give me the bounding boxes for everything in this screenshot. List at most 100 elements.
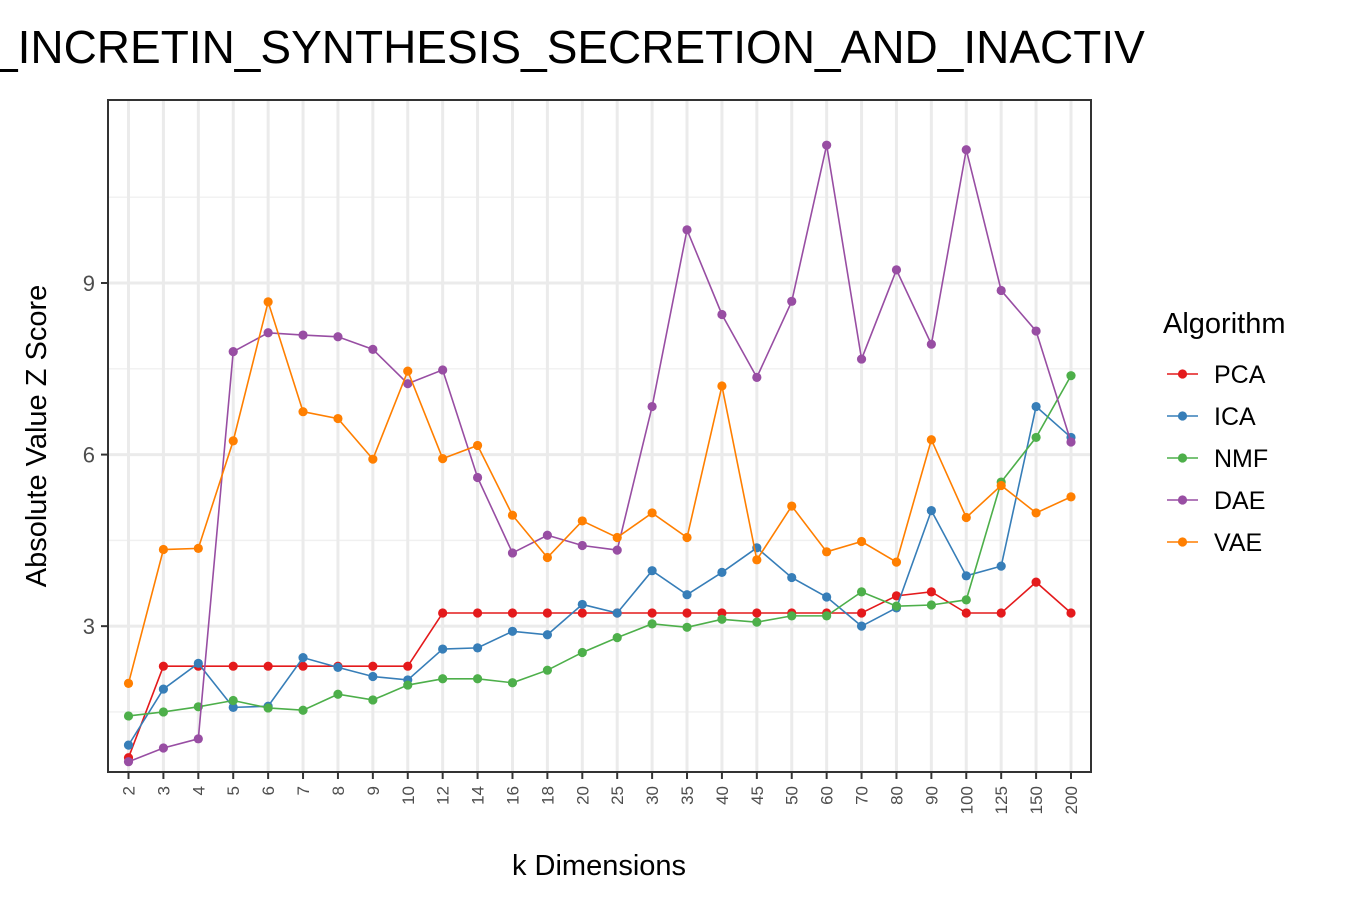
data-point-nmf [822,611,832,621]
data-point-ica [333,662,343,672]
x-axis-title: k Dimensions [512,850,686,882]
data-point-ica [612,608,622,618]
data-point-nmf [647,619,657,629]
data-point-vae [682,532,692,543]
data-point-nmf [403,680,413,690]
x-tick-label: 45 [748,786,767,805]
series-line-pca [127,581,1072,758]
chart-title: _INCRETIN_SYNTHESIS_SECRETION_AND_INACTI… [0,21,1145,73]
data-point-vae [717,381,727,391]
legend-point-vae [1177,537,1188,547]
data-point-pca [368,661,378,671]
data-point-nmf [856,587,867,597]
data-point-nmf [961,595,971,605]
data-point-pca [891,591,902,601]
data-point-ica [542,630,552,640]
data-point-dae [717,309,727,320]
legend-item-dae: DAE [1167,487,1265,515]
data-point-dae [228,347,238,357]
data-point-dae [926,339,936,349]
data-point-vae [368,454,378,464]
data-point-pca [158,661,169,671]
legend-item-vae: VAE [1167,529,1262,557]
data-point-dae [856,354,867,364]
data-point-pca [996,608,1006,618]
data-point-ica [1031,401,1041,412]
data-point-vae [403,366,413,376]
data-point-nmf [787,611,797,621]
data-point-ica [228,702,238,712]
data-point-pca [647,608,657,618]
series-line-vae [127,298,1072,684]
data-point-nmf [542,665,552,675]
data-point-dae [298,330,308,340]
data-point-vae [961,512,971,523]
data-point-nmf [228,695,238,706]
data-point-nmf [507,678,518,688]
legend-label-dae: DAE [1214,487,1265,515]
data-point-dae [333,332,343,342]
legend-label-nmf: NMF [1214,445,1268,473]
data-point-ica [472,643,483,653]
data-point-vae [891,557,902,567]
legend-point-pca [1177,369,1188,379]
x-tick-label: 3 [154,786,173,795]
x-tick-label: 8 [329,786,348,795]
data-point-ica [961,571,971,581]
legend-label-ica: ICA [1214,403,1256,431]
data-point-dae [577,540,587,551]
data-point-dae [263,328,273,338]
series-dae [123,140,1076,767]
x-tick-label: 70 [853,786,872,805]
legend-item-nmf: NMF [1167,445,1268,473]
grid [108,100,1091,772]
data-point-vae [752,555,762,565]
x-tick-label: 5 [224,786,243,795]
legend-point-dae [1177,495,1188,505]
data-point-ica [682,590,692,600]
legend-title: Algorithm [1163,308,1286,340]
data-point-dae [158,743,169,753]
data-point-vae [228,436,238,446]
legend-item-ica: ICA [1167,403,1256,431]
legend-point-ica [1177,411,1188,421]
data-point-nmf [472,674,483,684]
plot-border [107,99,1092,773]
series-vae [123,297,1076,688]
data-point-pca [263,661,273,671]
data-point-nmf [752,617,762,627]
data-point-vae [507,510,518,520]
data-point-nmf [333,689,343,699]
data-point-dae [472,472,483,483]
data-point-nmf [263,703,273,713]
series-line-dae [128,145,1072,763]
data-point-vae [438,453,448,464]
data-point-dae [368,344,378,354]
data-point-vae [298,407,308,417]
data-point-dae [891,265,902,275]
data-point-ica [822,592,832,602]
data-point-pca [438,608,448,618]
data-point-dae [996,285,1006,296]
data-point-pca [1031,577,1041,587]
y-tick-label: 6 [83,443,95,468]
data-point-ica [368,671,378,682]
x-tick-label: 9 [364,786,383,795]
data-point-ica [647,566,657,576]
data-point-vae [787,501,797,511]
x-tick-label: 4 [189,786,208,795]
legend: Algorithm PCA ICA NMF DAE VAE [1163,308,1286,557]
data-point-ica [158,684,169,694]
data-point-ica [926,506,936,516]
data-point-pca [298,661,308,671]
data-point-nmf [1066,371,1076,381]
data-point-pca [682,608,692,618]
data-point-dae [123,757,134,767]
data-point-nmf [891,601,902,611]
data-point-vae [612,532,622,543]
x-tick-label: 80 [887,786,906,805]
data-point-nmf [438,674,448,684]
data-point-ica [438,644,448,654]
x-tick-label: 50 [783,786,802,805]
